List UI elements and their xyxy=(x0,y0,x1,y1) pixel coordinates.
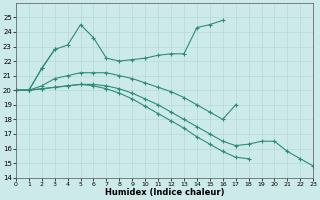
X-axis label: Humidex (Indice chaleur): Humidex (Indice chaleur) xyxy=(105,188,224,197)
